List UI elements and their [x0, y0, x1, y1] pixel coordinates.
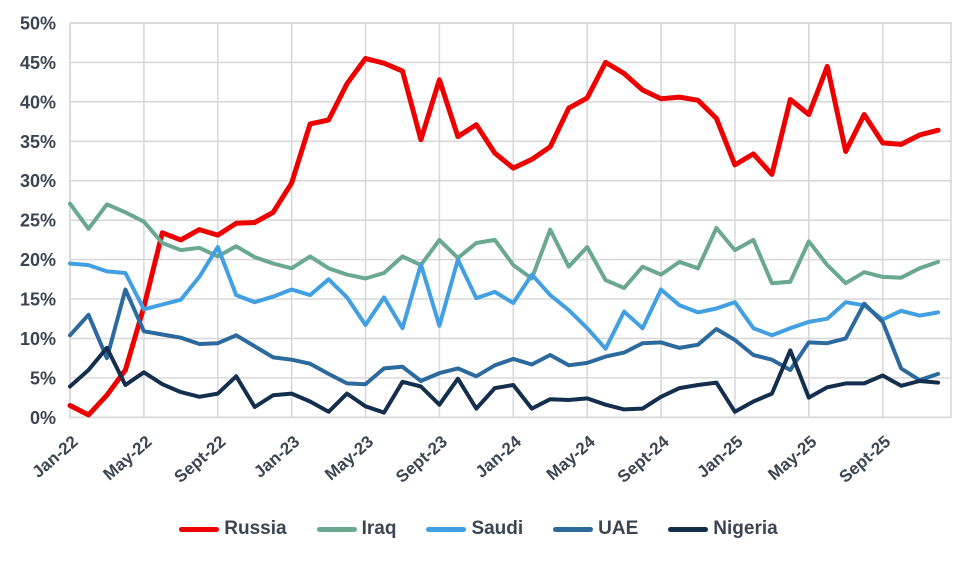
y-axis-tick-label: 25% — [20, 211, 56, 231]
legend-item-uae: UAE — [553, 518, 638, 540]
x-axis-tick-label: Jan-23 — [250, 432, 303, 482]
line-chart: 0% 5% 10% 15% 20% 25% 30% 35% 40% 45% 50% Jan-22 May… — [20, 14, 952, 487]
y-axis-tick-label: 20% — [20, 250, 56, 270]
y-axis-tick-label: 10% — [20, 329, 56, 349]
legend-label-saudi: Saudi — [471, 518, 524, 539]
plot-border — [69, 22, 952, 419]
series-line-russia — [67, 56, 941, 418]
y-axis-tick-label: 50% — [20, 14, 56, 34]
y-axis-tick-label: 0% — [30, 408, 56, 428]
x-axis-tick-label: Sept-22 — [171, 432, 230, 487]
x-axis-tick-label: Sept-24 — [614, 432, 673, 487]
legend-swatch-uae-icon — [553, 526, 594, 532]
x-axis-tick-label: Jan-25 — [693, 432, 746, 482]
x-axis-tick-label: May-22 — [100, 432, 156, 484]
legend-swatch-russia-icon — [179, 526, 220, 532]
legend-item-nigeria: Nigeria — [668, 518, 778, 540]
series-line-uae — [68, 287, 941, 387]
x-axis-tick-label: Jan-22 — [28, 432, 81, 482]
x-axis-tick-label: May-25 — [764, 432, 820, 484]
x-axis-tick-label: May-24 — [543, 432, 599, 485]
legend-swatch-iraq-icon — [316, 526, 357, 532]
chart-legend: Russia Iraq Saudi UAE Nigeria — [0, 518, 957, 540]
legend-swatch-nigeria-icon — [668, 526, 709, 532]
legend-item-russia: Russia — [179, 518, 287, 540]
y-axis-tick-label: 45% — [20, 53, 56, 73]
series-line-nigeria — [68, 345, 941, 415]
legend-label-uae: UAE — [598, 518, 639, 539]
x-axis-tick-label: May-23 — [321, 432, 377, 484]
legend-item-saudi: Saudi — [426, 518, 523, 540]
x-axis-tick-label: Sept-25 — [835, 432, 894, 487]
y-axis-tick-label: 15% — [20, 290, 56, 310]
line-chart-svg: 0% 5% 10% 15% 20% 25% 30% 35% 40% 45% 50% Jan-22 May… — [20, 14, 952, 487]
legend-item-iraq: Iraq — [316, 518, 397, 540]
series-line-saudi — [68, 245, 941, 351]
legend-label-russia: Russia — [224, 518, 287, 539]
y-axis-tick-label: 30% — [20, 171, 56, 191]
x-axis-tick-label: Sept-23 — [392, 432, 451, 487]
legend-swatch-saudi-icon — [426, 526, 467, 532]
x-axis-tick-label: Jan-24 — [472, 432, 526, 482]
legend-label-nigeria: Nigeria — [713, 518, 778, 539]
y-axis-tick-label: 40% — [20, 92, 56, 112]
legend-label-iraq: Iraq — [361, 518, 397, 539]
y-axis-tick-label: 5% — [30, 368, 56, 388]
y-axis-tick-label: 35% — [20, 132, 56, 152]
